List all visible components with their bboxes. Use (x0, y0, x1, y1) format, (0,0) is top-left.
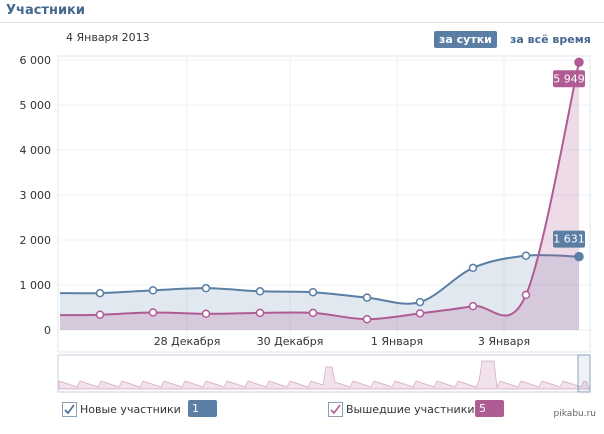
members-chart: 0 1 000 2 000 3 000 4 000 5 000 6 000 28 Декаб… (20, 54, 591, 393)
overview-navigator (57, 354, 591, 393)
navigator-sparkline (58, 360, 590, 390)
end-value-box (553, 70, 585, 88)
watermark: pikabu.ru (553, 409, 596, 419)
x-tick-label: 3 Января (478, 335, 530, 348)
data-point (574, 57, 584, 68)
data-point (148, 286, 158, 295)
legend-left-label: Вышедшие участники (346, 403, 475, 416)
y-axis: 0 1 000 2 000 3 000 4 000 5 000 6 000 (20, 54, 52, 337)
end-value-box (553, 230, 585, 248)
data-point (308, 308, 318, 318)
legend-left-value: 5 949 (475, 400, 504, 432)
data-point (148, 308, 158, 317)
checkmark-icon (64, 404, 75, 415)
left-members-checkbox[interactable] (328, 402, 343, 417)
checkmark-icon (330, 404, 341, 415)
legend-new-value: 1 631 (188, 400, 217, 432)
x-tick-label: 30 Декабря (257, 335, 324, 348)
legend-new-label: Новые участники (80, 403, 181, 416)
navigator-frame (57, 354, 591, 393)
end-value-label: 1 631 (553, 233, 585, 246)
data-point (468, 301, 478, 311)
data-point (255, 287, 265, 296)
y-tick-label: 1 000 (20, 279, 52, 292)
period-day-tab[interactable]: за сутки (434, 31, 497, 48)
y-tick-label: 2 000 (20, 234, 52, 247)
data-point (415, 309, 425, 318)
series-area (60, 255, 579, 330)
data-point (201, 309, 211, 319)
section-title: Участники (6, 3, 85, 18)
y-tick-label: 0 (44, 324, 51, 337)
x-axis: 28 Декабря 30 Декабря 1 Января 3 Января (154, 335, 530, 348)
data-point (362, 293, 372, 302)
data-point (468, 263, 478, 273)
data-point (521, 290, 531, 300)
y-tick-label: 6 000 (20, 54, 52, 67)
new-members-checkbox[interactable] (62, 402, 77, 417)
y-tick-label: 5 000 (20, 99, 52, 112)
y-tick-label: 3 000 (20, 189, 52, 202)
data-point (95, 310, 105, 319)
data-point (255, 308, 265, 318)
end-value-label: 5 949 (553, 72, 585, 85)
series-area (60, 62, 579, 331)
data-point (95, 288, 105, 298)
section-header: Участники (0, 0, 604, 23)
x-tick-label: 1 Января (371, 335, 423, 348)
data-point (415, 297, 425, 307)
data-point (521, 251, 531, 260)
chart-end-labels: 1 631 5 949 (553, 70, 585, 248)
data-point (574, 251, 584, 262)
period-all-tab[interactable]: за всё время (510, 33, 591, 46)
data-point (308, 287, 318, 297)
data-point (201, 283, 211, 293)
date-label: 4 Января 2013 (66, 31, 150, 44)
x-tick-label: 28 Декабря (154, 335, 221, 348)
navigator-handle (577, 354, 591, 393)
chart-points (95, 57, 584, 324)
y-tick-label: 4 000 (20, 144, 52, 157)
data-point (362, 314, 372, 324)
